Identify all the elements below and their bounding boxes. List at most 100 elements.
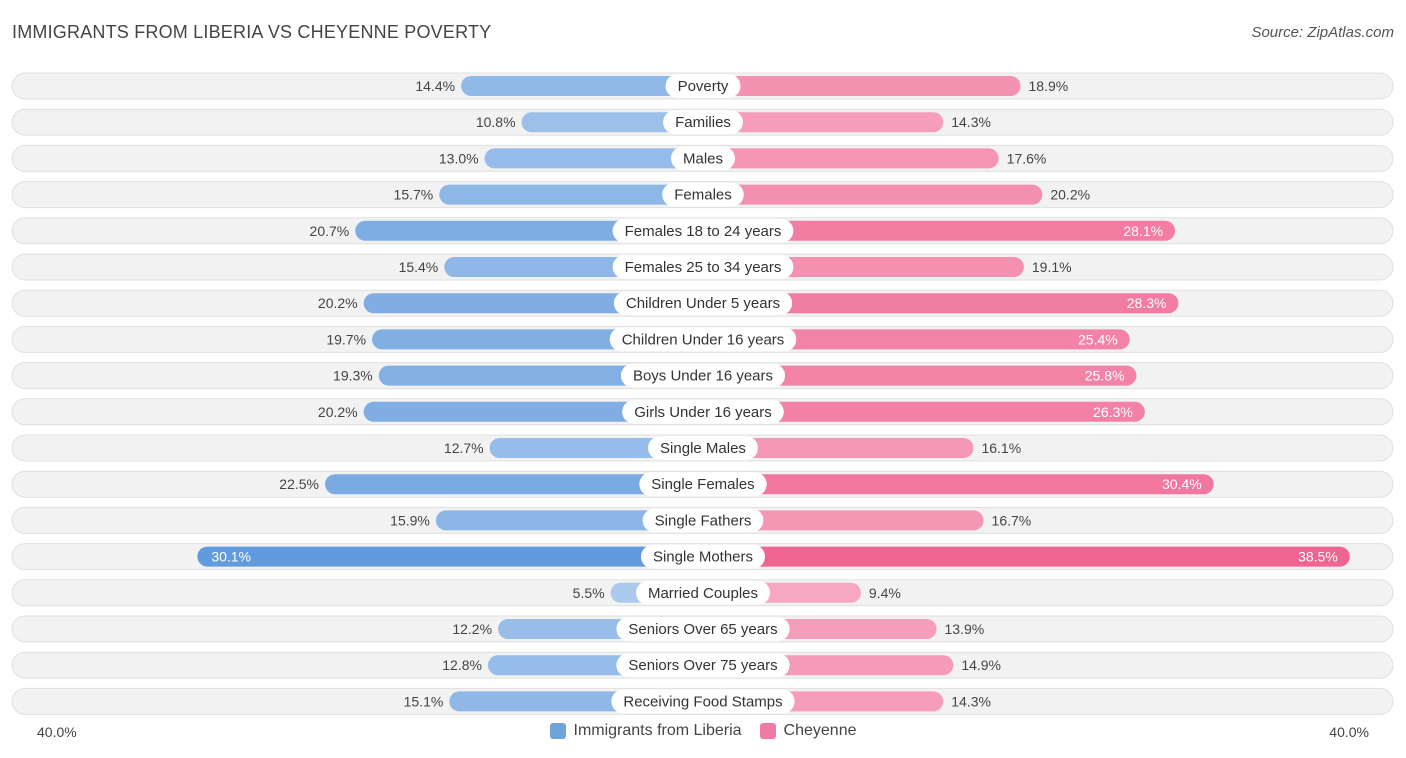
bar-liberia <box>439 184 703 205</box>
legend-item-cheyenne[interactable]: Cheyenne <box>759 722 857 740</box>
bar-liberia <box>484 148 703 169</box>
value-label-liberia: 12.7% <box>444 440 484 456</box>
category-label: Single Females <box>651 476 754 493</box>
category-pill <box>639 472 767 497</box>
value-label-liberia: 12.2% <box>452 621 492 637</box>
value-label-cheyenne: 28.1% <box>1123 223 1163 239</box>
value-label-cheyenne: 28.3% <box>1127 295 1167 311</box>
chart-row: 12.8% 14.9% Seniors Over 75 years <box>11 651 1394 679</box>
bar-liberia <box>461 76 703 96</box>
value-label-liberia: 10.8% <box>476 114 516 130</box>
chart-row: 22.5% 30.4% Single Females <box>11 470 1394 498</box>
legend-label-cheyenne: Cheyenne <box>783 722 857 739</box>
category-pill <box>612 255 794 279</box>
category-label: Males <box>683 150 723 167</box>
value-label-cheyenne: 14.3% <box>951 693 991 709</box>
chart-row: 15.1% 14.3% Receiving Food Stamps <box>11 687 1394 715</box>
legend-swatch-cheyenne <box>759 723 776 739</box>
category-label: Females <box>674 187 732 204</box>
chart-row: 19.7% 25.4% Children Under 16 years <box>11 325 1394 353</box>
value-label-cheyenne: 25.4% <box>1078 331 1118 347</box>
category-label: Children Under 16 years <box>622 331 785 348</box>
category-label: Seniors Over 65 years <box>628 621 777 638</box>
chart-row: 12.2% 13.9% Seniors Over 65 years <box>11 615 1394 643</box>
value-label-cheyenne: 14.9% <box>961 657 1001 673</box>
value-label-cheyenne: 18.9% <box>1029 78 1069 94</box>
category-pill <box>665 74 741 98</box>
chart-row: 30.1% 38.5% Single Mothers <box>11 543 1394 571</box>
bar-liberia <box>363 401 703 422</box>
value-label-cheyenne: 14.3% <box>951 114 991 130</box>
bar-cheyenne <box>703 112 944 133</box>
category-pill <box>670 146 736 171</box>
category-label: Single Mothers <box>653 549 753 566</box>
value-label-cheyenne: 9.4% <box>869 585 901 601</box>
category-label: Families <box>675 114 731 131</box>
category-pill <box>612 218 794 243</box>
legend-swatch-liberia <box>549 723 566 739</box>
chart-row: 20.2% 28.3% Children Under 5 years <box>11 289 1394 317</box>
legend-item-liberia[interactable]: Immigrants from Liberia <box>549 722 742 740</box>
value-label-liberia: 15.4% <box>399 259 439 275</box>
chart-row: 10.8% 14.3% Families <box>11 108 1394 136</box>
category-label: Single Fathers <box>655 512 752 529</box>
bar-cheyenne <box>703 220 1176 241</box>
category-label: Females 25 to 34 years <box>625 259 782 276</box>
category-label: Children Under 5 years <box>626 295 780 312</box>
category-label: Poverty <box>678 78 729 95</box>
value-label-liberia: 15.1% <box>404 693 444 709</box>
chart-row: 20.7% 28.1% Females 18 to 24 years <box>11 217 1394 245</box>
value-label-liberia: 20.2% <box>318 404 358 420</box>
value-label-liberia: 20.7% <box>310 223 350 239</box>
bar-cheyenne <box>703 438 974 458</box>
value-label-liberia: 14.4% <box>415 78 455 94</box>
bar-cheyenne <box>703 148 999 169</box>
value-label-cheyenne: 16.7% <box>992 512 1032 528</box>
value-label-liberia: 12.8% <box>442 657 482 673</box>
category-pill <box>613 291 793 316</box>
category-pill <box>616 653 790 678</box>
value-label-liberia: 22.5% <box>279 476 319 492</box>
axis-right-label: 40.0% <box>1329 724 1369 740</box>
value-label-liberia: 5.5% <box>573 585 605 601</box>
category-label: Married Couples <box>648 585 758 602</box>
value-label-liberia: 19.7% <box>326 331 366 347</box>
category-label: Boys Under 16 years <box>633 368 773 385</box>
chart-row: 12.7% 16.1% Single Males <box>11 434 1394 462</box>
value-label-cheyenne: 13.9% <box>945 621 985 637</box>
value-label-cheyenne: 16.1% <box>981 440 1021 456</box>
chart-row: 5.5% 9.4% Married Couples <box>11 579 1394 607</box>
bar-cheyenne <box>703 76 1021 96</box>
category-pill <box>620 363 786 388</box>
bar-cheyenne <box>703 329 1130 350</box>
category-label: Single Males <box>660 440 746 457</box>
chart-row: 15.4% 19.1% Females 25 to 34 years <box>11 253 1394 281</box>
value-label-liberia: 15.7% <box>394 187 434 203</box>
value-label-cheyenne: 25.8% <box>1085 368 1125 384</box>
bar-liberia <box>197 546 703 567</box>
category-pill <box>609 327 797 352</box>
chart-row: 20.2% 26.3% Girls Under 16 years <box>11 398 1394 426</box>
category-pill <box>663 110 743 135</box>
bar-cheyenne <box>703 365 1137 386</box>
category-label: Females 18 to 24 years <box>625 223 782 240</box>
category-pill <box>616 617 790 641</box>
value-label-cheyenne: 30.4% <box>1162 476 1202 492</box>
chart-row: 15.7% 20.2% Females <box>11 181 1394 209</box>
value-label-liberia: 15.9% <box>390 512 430 528</box>
category-pill <box>635 580 771 605</box>
category-pill <box>611 689 795 714</box>
value-label-cheyenne: 38.5% <box>1298 549 1338 565</box>
bar-cheyenne <box>703 474 1214 495</box>
category-label: Receiving Food Stamps <box>623 693 782 710</box>
bar-cheyenne <box>703 293 1179 314</box>
source-label: Source: ZipAtlas.com <box>1251 24 1394 41</box>
value-label-liberia: 13.0% <box>439 150 479 166</box>
category-label: Seniors Over 75 years <box>628 657 777 674</box>
bar-cheyenne <box>703 184 1043 205</box>
bar-cheyenne <box>703 546 1350 567</box>
chart-row: 19.3% 25.8% Boys Under 16 years <box>11 362 1394 390</box>
bar-cheyenne <box>703 510 984 531</box>
value-label-liberia: 30.1% <box>211 549 251 565</box>
category-pill <box>640 544 766 569</box>
